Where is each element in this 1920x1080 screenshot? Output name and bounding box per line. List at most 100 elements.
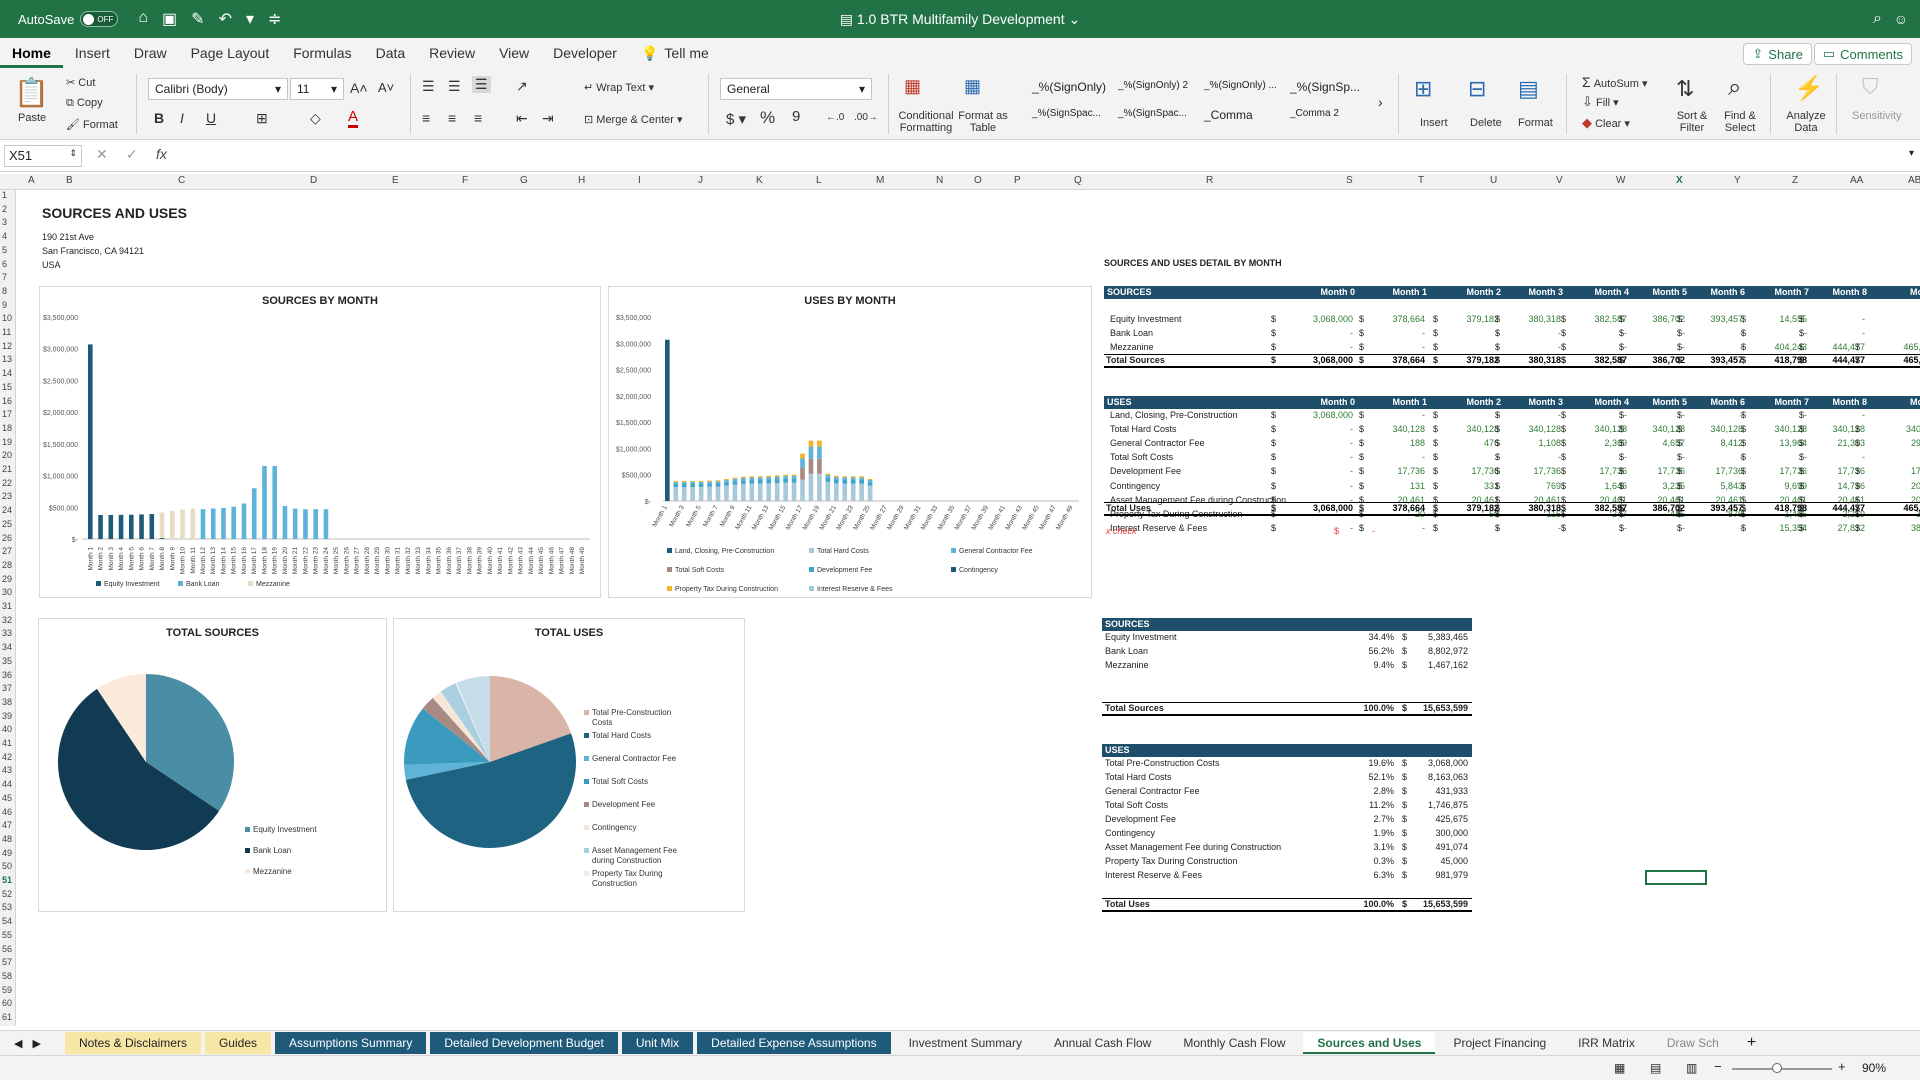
cell-value[interactable]: 17,736 (1397, 466, 1425, 477)
row-header[interactable]: 23 (2, 491, 13, 502)
cell-value[interactable]: - (1624, 328, 1627, 339)
column-header[interactable]: F (462, 175, 469, 186)
analyze-data-button[interactable]: Analyze Data (1786, 110, 1826, 134)
cell-value[interactable]: 379,182 (1466, 355, 1499, 365)
cell-value[interactable]: 3,068,000 (1312, 410, 1353, 420)
cell-value[interactable]: 20,461 (1715, 494, 1743, 505)
cell-value[interactable]: 476 (1483, 438, 1499, 449)
bar-mezzanine[interactable] (190, 508, 196, 539)
cell-value[interactable]: 15,354 (1779, 522, 1807, 533)
sheet-tab[interactable]: Detailed Development Budget (430, 1032, 618, 1054)
bar-segment[interactable] (783, 474, 788, 477)
cell-value[interactable]: 340,128 (1652, 424, 1685, 435)
column-header[interactable]: E (392, 175, 399, 186)
bar-segment[interactable] (749, 476, 755, 478)
cell-value[interactable]: 20 (1910, 480, 1920, 491)
column-header[interactable]: Z (1792, 175, 1799, 186)
delete-button[interactable]: Delete (1470, 117, 1502, 129)
row-header[interactable]: 21 (2, 464, 13, 474)
column-header[interactable]: C (178, 175, 186, 186)
row-header[interactable]: 6 (2, 258, 8, 269)
cell-value[interactable]: 465, (1903, 503, 1920, 513)
cell-value[interactable]: - (1496, 452, 1499, 463)
cell-value[interactable]: 340,128 (1832, 424, 1865, 435)
column-header[interactable]: R (1206, 175, 1214, 186)
pie-slice-development-fee[interactable] (422, 697, 490, 762)
bar-mezzanine[interactable] (169, 510, 175, 539)
cell-value[interactable]: 380,318 (1528, 503, 1561, 513)
cell-value[interactable]: - (1682, 328, 1685, 339)
percent-value[interactable]: 6.3% (1373, 870, 1394, 880)
cell-value[interactable]: 393,457 (1710, 355, 1743, 365)
bar-segment[interactable] (698, 480, 704, 482)
bar-segment[interactable] (690, 487, 695, 501)
row-header[interactable]: 32 (2, 614, 13, 625)
cell-value[interactable]: 3 (1915, 508, 1920, 519)
cell-value[interactable]: 386,702 (1652, 314, 1685, 324)
bar-segment[interactable] (825, 477, 831, 482)
bar-bank-loan[interactable] (251, 488, 257, 539)
page-layout-view-icon[interactable]: ▤ (1650, 1061, 1662, 1075)
cell-value[interactable]: 14,796 (1837, 480, 1865, 491)
column-header[interactable]: A (28, 175, 35, 186)
percent-value[interactable]: 56.2% (1368, 646, 1394, 656)
column-header[interactable]: T (1418, 175, 1425, 186)
cell-value[interactable]: 20,461 (1599, 494, 1627, 505)
cell-value[interactable]: 3,068,000 (1312, 355, 1353, 365)
bar-segment[interactable] (741, 476, 746, 478)
borders-icon[interactable]: ⊞ (256, 110, 268, 126)
row-header[interactable]: 24 (2, 505, 13, 516)
number-format-select[interactable]: General ▾ (720, 78, 872, 100)
increase-indent-icon[interactable]: ⇥ (542, 110, 554, 126)
page-break-view-icon[interactable]: ▥ (1686, 1061, 1698, 1075)
cell-value[interactable]: 21,303 (1837, 438, 1865, 449)
cell-value[interactable]: 465, (1903, 355, 1920, 365)
cell-value[interactable]: - (1558, 452, 1561, 463)
cell-value[interactable]: - (1682, 522, 1685, 533)
row-header[interactable]: 34 (2, 642, 13, 653)
sheet-tab[interactable]: Notes & Disclaimers (64, 1032, 201, 1054)
cell-style-item[interactable]: _%(SignOnly) 2 (1118, 80, 1189, 91)
row-header[interactable]: 13 (2, 354, 13, 365)
cell-value[interactable]: - (1740, 328, 1743, 339)
column-header[interactable]: L (816, 175, 822, 186)
cell-value[interactable]: - (1624, 452, 1627, 463)
tab-data[interactable]: Data (375, 45, 406, 61)
row-header[interactable]: 60 (2, 998, 13, 1009)
cell-value[interactable]: 17,736 (1599, 466, 1627, 477)
align-right-icon[interactable]: ≡ (474, 110, 483, 126)
chevron-right-icon[interactable]: › (1378, 94, 1383, 110)
amount-value[interactable]: 15,653,599 (1422, 703, 1468, 713)
cell-style-item[interactable]: _%(SignSpac... (1032, 108, 1101, 119)
bar-segment[interactable] (800, 467, 805, 480)
tab-formulas[interactable]: Formulas (293, 45, 352, 61)
amount-value[interactable]: 1,746,875 (1427, 800, 1468, 810)
row-header[interactable]: 42 (2, 751, 13, 762)
bar-equity-investment[interactable] (128, 514, 134, 539)
column-header[interactable]: M (876, 175, 885, 186)
cell-value[interactable]: - (1740, 410, 1743, 420)
tab-draw[interactable]: Draw (133, 45, 167, 61)
cell-value[interactable]: - (1804, 452, 1807, 463)
cell-value[interactable]: 17 (1910, 466, 1920, 477)
row-header[interactable]: 25 (2, 518, 13, 529)
bar-bank-loan[interactable] (313, 509, 318, 539)
bar-equity-investment[interactable] (98, 514, 103, 539)
cell-value[interactable]: - (1740, 522, 1743, 533)
row-header[interactable]: 2 (2, 203, 8, 214)
column-header[interactable]: H (578, 175, 586, 186)
pie-slice-contingency[interactable] (432, 691, 490, 762)
row-header[interactable]: 61 (2, 1012, 13, 1022)
bar-segment[interactable] (867, 480, 873, 483)
column-header[interactable]: N (936, 175, 944, 186)
row-header[interactable]: 17 (2, 409, 13, 420)
sheet-tab[interactable]: IRR Matrix (1564, 1032, 1649, 1054)
column-header[interactable]: X (1676, 175, 1683, 186)
percent-value[interactable]: 9.4% (1373, 660, 1394, 670)
save-icon[interactable]: ▣ (162, 11, 178, 28)
cell-value[interactable]: 20,461 (1657, 494, 1685, 505)
percent-value[interactable]: 100.0% (1363, 703, 1394, 713)
sheet-tab[interactable]: Guides (204, 1032, 271, 1054)
cell-value[interactable]: 393,457 (1710, 314, 1743, 324)
bar-bank-loan[interactable] (231, 506, 237, 539)
